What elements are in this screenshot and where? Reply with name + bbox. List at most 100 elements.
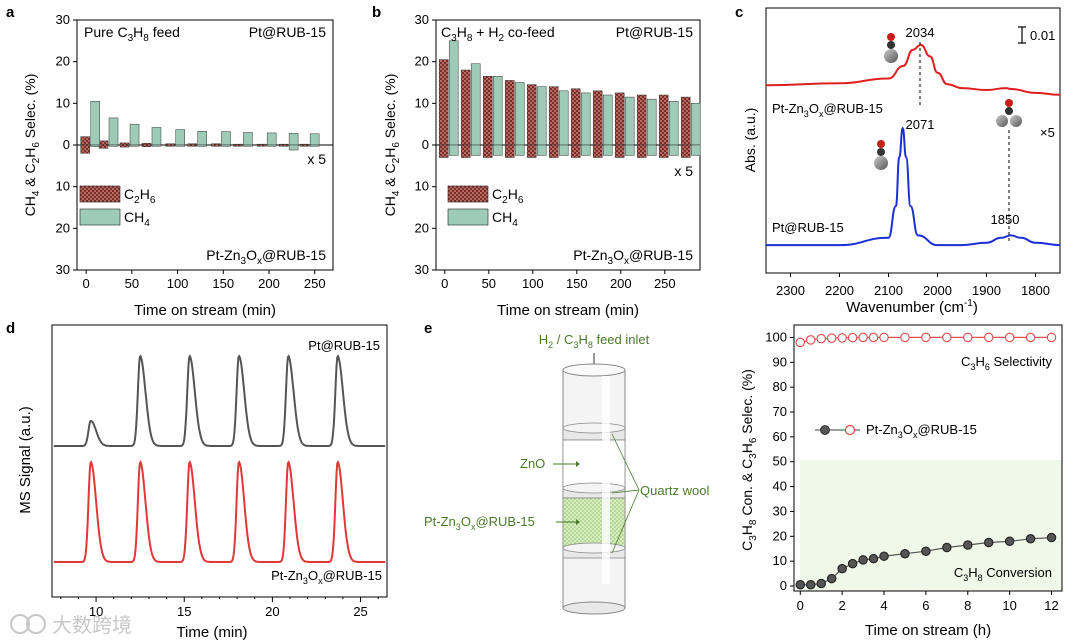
conversion-point	[795, 580, 806, 590]
co-linear-icon-1	[884, 33, 898, 63]
bar-top-ch4	[624, 96, 635, 146]
bar-top-ch4	[580, 92, 591, 146]
bar-top-c2h6	[80, 136, 90, 146]
bar-bottom-ch4	[624, 144, 635, 156]
bar-top-c2h6	[438, 59, 449, 146]
bar-top-ch4	[266, 132, 277, 146]
bar-top-ch4	[602, 94, 613, 146]
bar-bottom-ch4	[690, 144, 701, 156]
y-tick-label: 10	[56, 179, 70, 194]
panel-f-legend: Pt-Zn3Ox@RUB-15	[815, 422, 977, 440]
bar-top-c2h6	[570, 88, 581, 146]
y-tick-label: 0	[422, 137, 429, 152]
conversion-point	[837, 563, 847, 574]
bar-top-ch4	[470, 63, 481, 146]
panel-d: d 10 15 20 25 Pt@RUB-15 Pt-Zn3Ox@RUB-15 Tim…	[6, 320, 388, 641]
x-tick-label: 250	[304, 276, 326, 291]
y-tick-label: 10	[415, 179, 429, 194]
bar-bottom-c2h6	[80, 144, 90, 154]
bar-bottom-ch4	[580, 144, 591, 156]
bar-bottom-c2h6	[526, 144, 537, 158]
panel-d-label-pt: Pt@RUB-15	[308, 338, 380, 353]
x-tick-label: 2000	[923, 283, 952, 298]
panel-e-catalyst-bed	[562, 497, 626, 549]
panel-a-top-sample: Pt@RUB-15	[249, 24, 326, 40]
bar-top-ch4	[108, 117, 119, 146]
panel-a-scale-note: x 5	[307, 151, 326, 167]
bar-bottom-ch4	[558, 144, 569, 156]
bar-top-ch4	[668, 101, 679, 146]
selectivity-point	[805, 335, 816, 345]
selectivity-point	[858, 332, 868, 343]
panel-e-catalyst-label: Pt-Zn3Ox@RUB-15	[424, 514, 535, 532]
bar-top-ch4	[129, 123, 140, 146]
bar-bottom-ch4	[197, 144, 207, 147]
panel-b-ylabel: CH4 & C2H6 Selec. (%)	[382, 74, 402, 217]
panel-f-selectivity-label: C3H6 Selectivity	[961, 354, 1052, 372]
y-tick-label: 30	[415, 12, 429, 27]
panel-b-legend-ch4: CH4	[492, 209, 518, 229]
conversion-point	[963, 540, 973, 550]
bar-bottom-c2h6	[119, 144, 130, 148]
y-tick-label: 100	[765, 329, 787, 344]
conversion-point	[921, 546, 931, 556]
panel-a-ylabel: CH4 & C2H6 Selec. (%)	[22, 74, 42, 217]
bar-bottom-ch4	[221, 144, 231, 147]
co-bridge-icon	[996, 99, 1022, 127]
bar-top-ch4	[243, 132, 253, 146]
conversion-point	[816, 578, 826, 589]
panel-c-scale-label: 0.01	[1030, 28, 1055, 43]
x-tick-label: 2100	[874, 283, 903, 298]
bar-top-c2h6	[526, 84, 537, 146]
panel-d-letter: d	[6, 320, 15, 337]
conversion-point	[983, 537, 994, 548]
x-tick-label: 50	[482, 276, 496, 291]
panel-e-letter: e	[424, 320, 432, 337]
y-tick-label: 20	[773, 528, 787, 543]
bar-top-c2h6	[482, 76, 493, 146]
y-tick-label: 0	[780, 578, 787, 593]
bar-top-ch4	[514, 82, 525, 146]
panel-f-frame	[793, 324, 1063, 592]
panel-c-xlabel: Wavenumber (cm-1)	[846, 298, 978, 316]
bar-top-c2h6	[548, 86, 559, 146]
bar-top-ch4	[221, 131, 231, 146]
y-tick-label: 30	[56, 12, 70, 27]
panel-b-legend-ch4-swatch	[447, 208, 489, 226]
panel-c-letter: c	[735, 4, 743, 21]
bar-bottom-c2h6	[570, 144, 581, 158]
bar-bottom-c2h6	[680, 144, 691, 158]
panel-e-quartz-label: Quartz wool	[640, 483, 709, 498]
x-tick-label: 25	[353, 604, 367, 619]
bar-top-ch4	[558, 90, 569, 146]
y-tick-label: 90	[773, 354, 787, 369]
panel-f-legend-label: Pt-Zn3Ox@RUB-15	[866, 422, 977, 440]
bar-top-ch4	[90, 101, 100, 146]
y-tick-label: 40	[773, 479, 787, 494]
panel-f: 0 2 4 6 8 10 12 0 10 20 30 40 50 60 70 80 90 100 C3H6 Sel…	[739, 324, 1063, 639]
bar-bottom-ch4	[646, 144, 657, 156]
panel-f-xlabel: Time on stream (h)	[865, 622, 991, 639]
y-tick-label: 10	[56, 95, 70, 110]
conversion-point	[879, 551, 889, 561]
panel-b-xlabel: Time on stream (min)	[497, 302, 639, 319]
selectivity-point	[868, 332, 879, 343]
y-tick-label: 10	[415, 95, 429, 110]
selectivity-point	[963, 332, 973, 343]
y-tick-label: 0	[63, 137, 70, 152]
panel-e-zno-label: ZnO	[520, 456, 545, 471]
selectivity-point	[900, 332, 910, 343]
bar-bottom-ch4	[108, 144, 119, 147]
x-tick-label: 10	[89, 604, 103, 619]
bar-bottom-c2h6	[614, 144, 625, 158]
x-tick-label: 200	[610, 276, 632, 291]
bar-bottom-ch4	[536, 144, 547, 156]
y-tick-label: 20	[415, 54, 429, 69]
conversion-point	[858, 555, 868, 565]
x-tick-label: 15	[177, 604, 191, 619]
x-tick-label: 2300	[776, 283, 805, 298]
y-tick-label: 60	[773, 429, 787, 444]
